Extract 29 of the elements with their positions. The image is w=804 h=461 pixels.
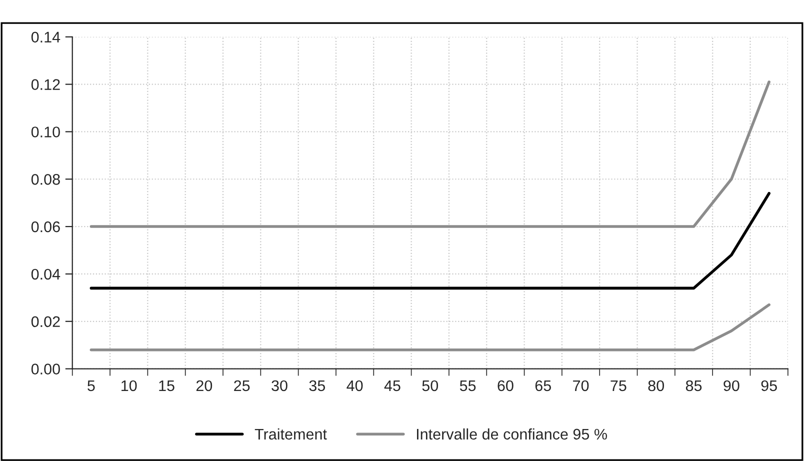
legend-label: Traitement [254, 428, 327, 440]
x-tick-label: 45 [384, 380, 400, 392]
x-tick-label: 90 [724, 380, 740, 392]
x-tick-label: 85 [686, 380, 702, 392]
x-tick-label: 95 [761, 380, 777, 392]
x-tick-label: 50 [422, 380, 438, 392]
y-tick-label: 0.10 [31, 126, 60, 138]
x-tick-label: 55 [460, 380, 476, 392]
x-tick-label: 5 [88, 380, 95, 392]
y-tick-label: 0.02 [31, 316, 60, 328]
x-tick-label: 30 [272, 380, 288, 392]
x-tick-label: 80 [648, 380, 664, 392]
x-tick-label: 35 [309, 380, 326, 392]
x-tick-label: 75 [610, 380, 626, 392]
y-tick-label: 0.14 [31, 32, 60, 43]
y-tick-label: 0.08 [31, 174, 60, 185]
y-tick-label: 0.04 [31, 268, 60, 280]
legend-label: Intervalle de confiance 95 % [417, 428, 607, 440]
x-tick-label: 20 [196, 380, 212, 392]
x-tick-label: 65 [535, 380, 551, 392]
x-tick-label: 60 [498, 380, 514, 392]
x-tick-label: 25 [234, 380, 250, 392]
x-tick-label: 10 [122, 380, 137, 392]
y-tick-label: 0.06 [31, 221, 60, 232]
x-tick-label: 40 [346, 380, 363, 392]
y-tick-label: 0.00 [31, 364, 60, 374]
x-tick-label: 70 [573, 380, 589, 392]
x-tick-label: 15 [159, 380, 174, 392]
y-tick-label: 0.12 [31, 79, 60, 90]
